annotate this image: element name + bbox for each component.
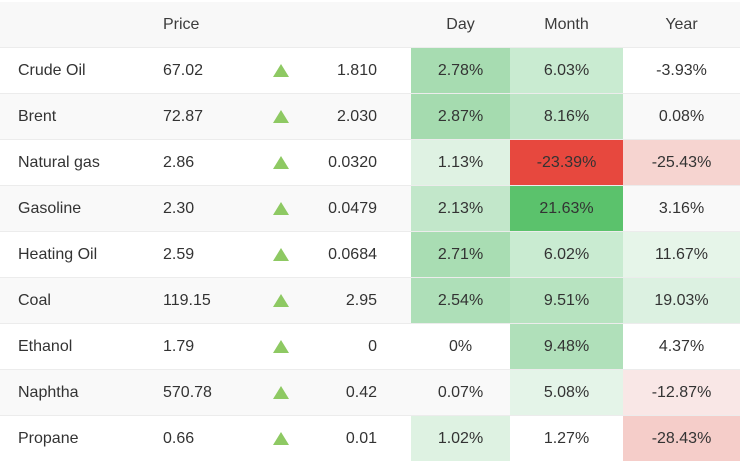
header-year: Year — [623, 2, 740, 48]
table-row[interactable]: Propane 0.66 0.01 1.02% 1.27% -28.43% — [0, 415, 740, 461]
day-cell: 0.07% — [411, 369, 510, 416]
change-cell: 0.01 — [307, 415, 411, 461]
commodity-name-cell: Coal — [0, 277, 155, 324]
month-cell: 21.63% — [510, 185, 623, 232]
table-row[interactable]: Coal 119.15 2.95 2.54% 9.51% 19.03% — [0, 277, 740, 324]
table-body: Crude Oil 67.02 1.810 2.78% 6.03% -3.93% Brent… — [0, 47, 740, 461]
price-cell: 67.02 — [155, 47, 255, 94]
header-commodity — [0, 2, 155, 48]
year-cell: 0.08% — [623, 93, 740, 140]
change-cell: 0.0479 — [307, 185, 411, 232]
change-cell: 0.0320 — [307, 139, 411, 186]
table-row[interactable]: Natural gas 2.86 0.0320 1.13% -23.39% -25.43% — [0, 139, 740, 186]
price-cell: 2.30 — [155, 185, 255, 232]
commodity-name-cell: Ethanol — [0, 323, 155, 370]
day-cell: 2.71% — [411, 231, 510, 278]
day-cell: 2.54% — [411, 277, 510, 324]
change-cell: 2.95 — [307, 277, 411, 324]
month-cell: 1.27% — [510, 415, 623, 461]
change-cell: 0 — [307, 323, 411, 370]
header-row: Price Day Month Year — [0, 2, 740, 48]
up-triangle-icon — [273, 431, 289, 445]
commodity-name-cell: Natural gas — [0, 139, 155, 186]
direction-cell — [255, 323, 307, 370]
month-cell: 9.51% — [510, 277, 623, 324]
month-cell: 9.48% — [510, 323, 623, 370]
up-triangle-icon — [273, 385, 289, 399]
price-cell: 72.87 — [155, 93, 255, 140]
price-cell: 2.59 — [155, 231, 255, 278]
up-triangle-icon — [273, 63, 289, 77]
year-cell: -12.87% — [623, 369, 740, 416]
year-cell: 19.03% — [623, 277, 740, 324]
table-row[interactable]: Brent 72.87 2.030 2.87% 8.16% 0.08% — [0, 93, 740, 140]
up-triangle-icon — [273, 109, 289, 123]
price-cell: 0.66 — [155, 415, 255, 461]
price-cell: 2.86 — [155, 139, 255, 186]
year-cell: 4.37% — [623, 323, 740, 370]
commodity-name-cell: Heating Oil — [0, 231, 155, 278]
commodity-name-cell: Crude Oil — [0, 47, 155, 94]
header-change — [307, 2, 411, 48]
direction-cell — [255, 185, 307, 232]
price-cell: 570.78 — [155, 369, 255, 416]
table-row[interactable]: Ethanol 1.79 0 0% 9.48% 4.37% — [0, 323, 740, 370]
year-cell: -3.93% — [623, 47, 740, 94]
day-cell: 0% — [411, 323, 510, 370]
up-triangle-icon — [273, 201, 289, 215]
table-row[interactable]: Crude Oil 67.02 1.810 2.78% 6.03% -3.93% — [0, 47, 740, 94]
up-triangle-icon — [273, 339, 289, 353]
direction-cell — [255, 277, 307, 324]
month-cell: 8.16% — [510, 93, 623, 140]
change-cell: 2.030 — [307, 93, 411, 140]
direction-cell — [255, 47, 307, 94]
price-cell: 1.79 — [155, 323, 255, 370]
commodity-name-cell: Propane — [0, 415, 155, 461]
month-cell: -23.39% — [510, 139, 623, 186]
month-cell: 5.08% — [510, 369, 623, 416]
up-triangle-icon — [273, 247, 289, 261]
commodity-name-cell: Brent — [0, 93, 155, 140]
day-cell: 2.13% — [411, 185, 510, 232]
direction-cell — [255, 139, 307, 186]
day-cell: 1.13% — [411, 139, 510, 186]
up-triangle-icon — [273, 155, 289, 169]
year-cell: 11.67% — [623, 231, 740, 278]
direction-cell — [255, 93, 307, 140]
commodity-name-cell: Naphtha — [0, 369, 155, 416]
header-direction — [255, 2, 307, 48]
up-triangle-icon — [273, 293, 289, 307]
year-cell: -25.43% — [623, 139, 740, 186]
month-cell: 6.02% — [510, 231, 623, 278]
day-cell: 1.02% — [411, 415, 510, 461]
year-cell: -28.43% — [623, 415, 740, 461]
price-cell: 119.15 — [155, 277, 255, 324]
change-cell: 0.42 — [307, 369, 411, 416]
header-month: Month — [510, 2, 623, 48]
commodity-name-cell: Gasoline — [0, 185, 155, 232]
direction-cell — [255, 231, 307, 278]
change-cell: 1.810 — [307, 47, 411, 94]
month-cell: 6.03% — [510, 47, 623, 94]
table-row[interactable]: Heating Oil 2.59 0.0684 2.71% 6.02% 11.67% — [0, 231, 740, 278]
day-cell: 2.78% — [411, 47, 510, 94]
direction-cell — [255, 369, 307, 416]
table-row[interactable]: Naphtha 570.78 0.42 0.07% 5.08% -12.87% — [0, 369, 740, 416]
table-row[interactable]: Gasoline 2.30 0.0479 2.13% 21.63% 3.16% — [0, 185, 740, 232]
direction-cell — [255, 415, 307, 461]
header-day: Day — [411, 2, 510, 48]
year-cell: 3.16% — [623, 185, 740, 232]
change-cell: 0.0684 — [307, 231, 411, 278]
day-cell: 2.87% — [411, 93, 510, 140]
header-price: Price — [155, 2, 255, 48]
